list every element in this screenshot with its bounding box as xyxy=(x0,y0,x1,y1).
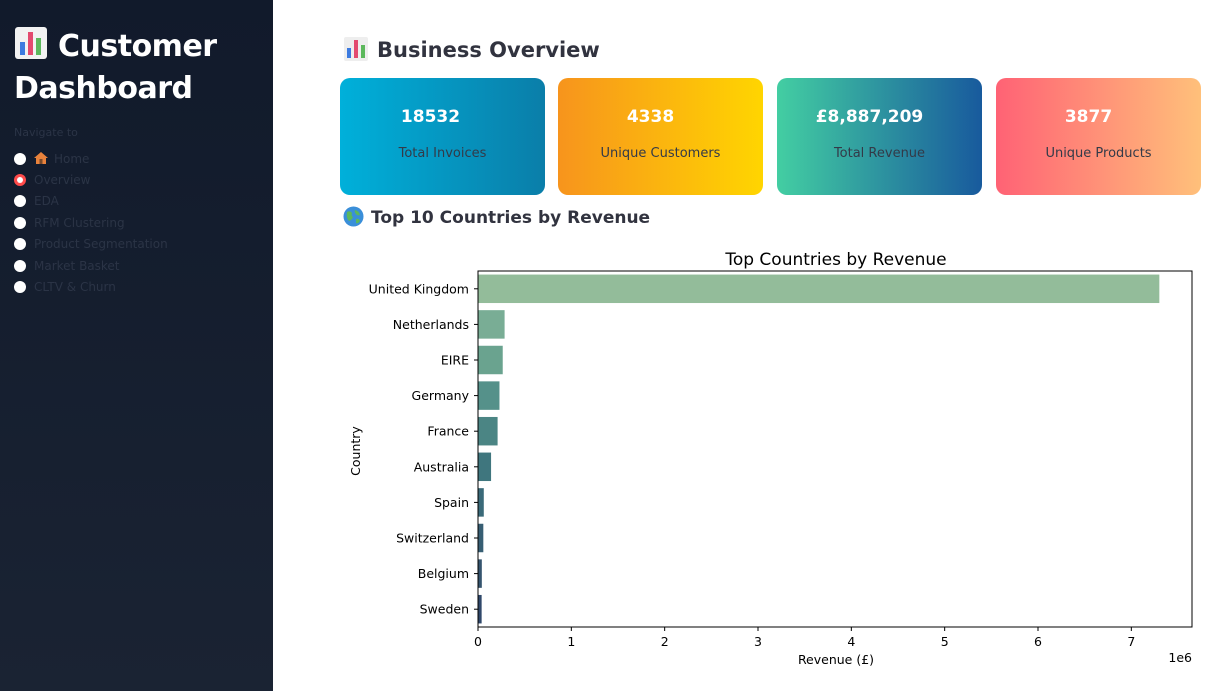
metric-label: Total Revenue xyxy=(833,146,926,161)
top-countries-heading: Top 10 Countries by Revenue xyxy=(343,206,650,228)
chart-y-ticks: United Kingdom Netherlands EIRE Germany Fran… xyxy=(369,281,478,617)
x-tick-label: 4 xyxy=(847,634,855,649)
y-tick-label: Belgium xyxy=(418,566,469,581)
radio-button[interactable] xyxy=(14,195,26,208)
metric-card-total-invoices: 18532 Total Invoices xyxy=(340,78,545,195)
y-tick-label: United Kingdom xyxy=(369,281,469,296)
bar-eire xyxy=(478,345,503,375)
metric-value: 18532 xyxy=(400,107,461,127)
plot-frame xyxy=(477,270,1193,628)
nav-item-rfm-clustering[interactable]: RFM Clustering xyxy=(14,212,264,233)
metric-value: £8,887,209 xyxy=(815,107,924,127)
nav-item-overview[interactable]: Overview xyxy=(14,169,264,190)
nav-label: Navigate to xyxy=(14,126,78,139)
bar-australia xyxy=(478,452,492,482)
metric-label: Unique Customers xyxy=(600,146,721,161)
x-tick-label: 3 xyxy=(754,634,762,649)
metric-label: Total Invoices xyxy=(398,146,487,161)
metric-card-unique-customers: 4338 Unique Customers xyxy=(558,78,763,195)
y-tick-label: EIRE xyxy=(441,353,469,368)
chart-bars xyxy=(478,274,1160,624)
radio-button[interactable] xyxy=(14,152,26,165)
x-axis-label: Revenue (£) xyxy=(798,652,874,667)
house-icon xyxy=(34,151,48,164)
bar-chart-icon xyxy=(15,27,47,59)
nav-item-label: Market Basket xyxy=(34,258,120,273)
bar-sweden xyxy=(478,594,482,624)
x-tick-label: 6 xyxy=(1034,634,1042,649)
x-tick-label: 0 xyxy=(474,634,482,649)
bar-germany xyxy=(478,381,500,410)
y-axis-label: Country xyxy=(348,426,363,476)
nav-item-label: Product Segmentation xyxy=(34,237,168,252)
radio-button[interactable] xyxy=(14,216,26,229)
radio-button-selected[interactable] xyxy=(14,174,26,187)
radio-button[interactable] xyxy=(14,238,26,251)
y-tick-label: Australia xyxy=(414,459,469,474)
metric-card-total-revenue: £8,887,209 Total Revenue xyxy=(777,78,982,195)
bar-spain xyxy=(478,488,484,517)
nav-radio-group: Home Overview EDA RFM Clustering Product… xyxy=(14,148,264,298)
nav-item-label: Home xyxy=(34,151,90,166)
nav-item-label: Overview xyxy=(34,173,91,188)
metric-label: Unique Products xyxy=(1045,146,1152,161)
nav-item-label: CLTV & Churn xyxy=(34,280,116,295)
y-tick-label: Germany xyxy=(412,388,470,403)
y-tick-label: France xyxy=(427,424,469,439)
nav-item-home[interactable]: Home xyxy=(14,148,264,169)
nav-item-cltv-churn[interactable]: CLTV & Churn xyxy=(14,276,264,297)
nav-item-home-label: Home xyxy=(54,151,90,166)
metric-value: 3877 xyxy=(1064,107,1113,127)
bar-united-kingdom xyxy=(478,274,1160,304)
chart-title: Top Countries by Revenue xyxy=(724,250,946,270)
y-tick-label: Sweden xyxy=(420,602,469,617)
bar-belgium xyxy=(478,559,482,588)
bar-netherlands xyxy=(478,310,505,339)
top-countries-title: Top 10 Countries by Revenue xyxy=(371,208,651,228)
x-axis-scale-label: 1e6 xyxy=(1168,650,1192,665)
business-overview-title: Business Overview xyxy=(377,38,600,62)
metric-card-unique-products: 3877 Unique Products xyxy=(996,78,1201,195)
revenue-bar-chart: Top Countries by Revenue United Kingdom N… xyxy=(340,240,1200,680)
x-tick-label: 7 xyxy=(1127,634,1135,649)
x-tick-label: 5 xyxy=(941,634,949,649)
business-overview-heading: Business Overview xyxy=(343,36,600,62)
nav-item-eda[interactable]: EDA xyxy=(14,191,264,212)
radio-button[interactable] xyxy=(14,281,26,294)
y-tick-label: Netherlands xyxy=(393,317,469,332)
bar-france xyxy=(478,416,498,446)
x-tick-label: 2 xyxy=(661,634,669,649)
x-tick-label: 1 xyxy=(567,634,575,649)
nav-item-label: EDA xyxy=(34,194,59,209)
nav-item-product-segmentation[interactable]: Product Segmentation xyxy=(14,234,264,255)
sidebar: Customer Dashboard Navigate to Home Over… xyxy=(0,0,273,691)
y-tick-label: Spain xyxy=(434,495,469,510)
globe-icon xyxy=(343,206,364,227)
bar-chart-icon xyxy=(344,37,368,61)
metric-value: 4338 xyxy=(626,107,675,127)
chart-x-ticks: 0 1 2 3 4 5 6 7 xyxy=(474,627,1135,649)
chart-svg: Top Countries by Revenue United Kingdom N… xyxy=(348,250,1193,667)
nav-item-market-basket[interactable]: Market Basket xyxy=(14,255,264,276)
app-title-text: Customer Dashboard xyxy=(14,29,217,106)
y-tick-label: Switzerland xyxy=(396,531,469,546)
radio-button[interactable] xyxy=(14,259,26,272)
app-title: Customer Dashboard xyxy=(14,26,264,110)
nav-item-label: RFM Clustering xyxy=(34,215,125,230)
bar-switzerland xyxy=(478,523,484,553)
